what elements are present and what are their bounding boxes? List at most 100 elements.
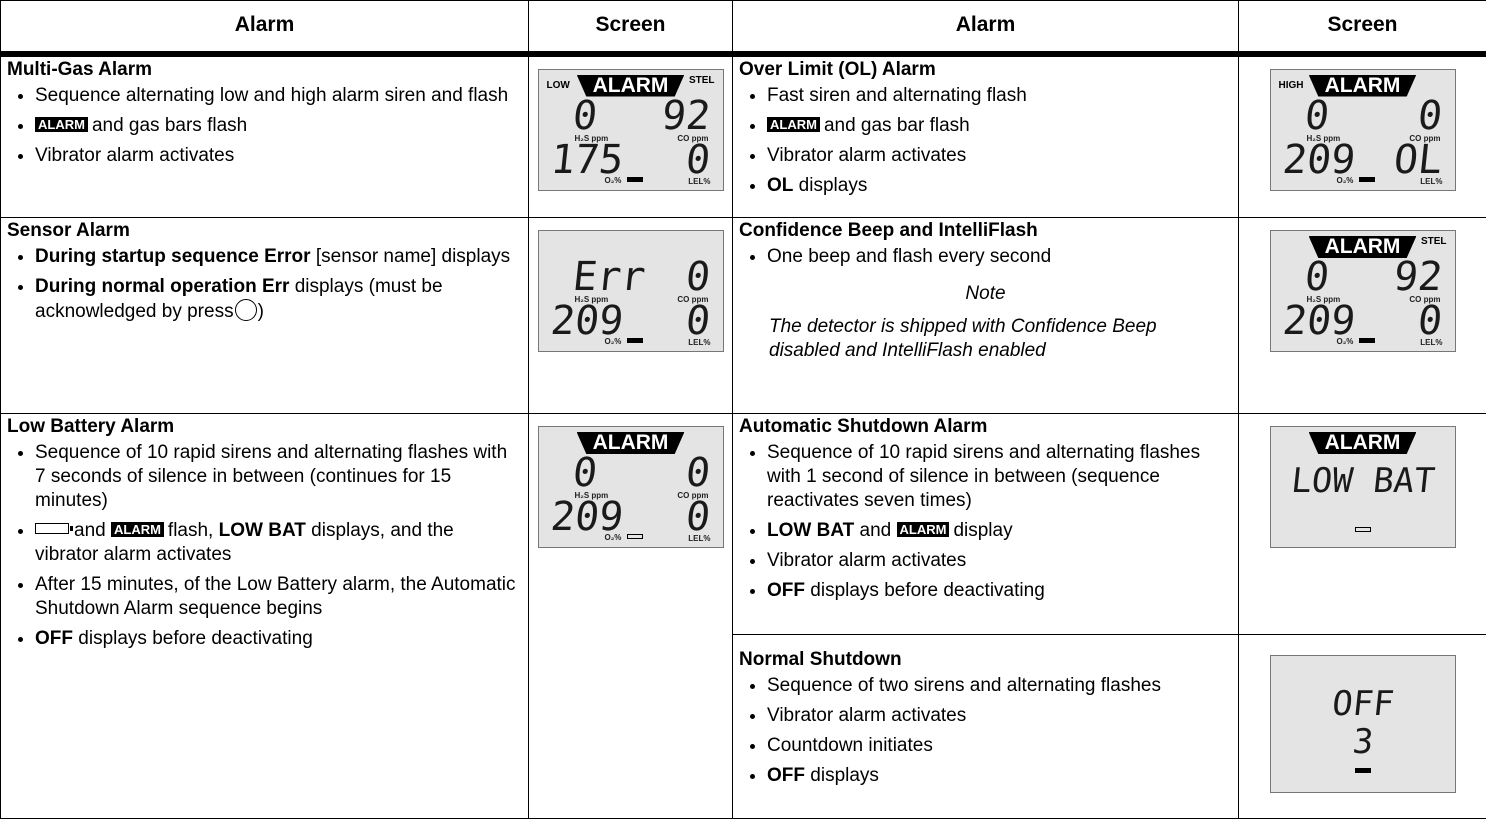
bullet (18, 529, 23, 534)
table-cell: Sensor Alarm During startup sequence Err… (0, 217, 529, 414)
bullet (750, 93, 755, 99)
text: Sequence of 10 rapid sirens and alternat… (767, 442, 1201, 511)
bullet (18, 583, 23, 588)
screen-cell: ALARM LOW BAT (1238, 413, 1486, 635)
bullet (18, 285, 23, 290)
lcd-indicator: LOW (546, 79, 570, 91)
bullet-list: Sequence of 10 rapid sirens and alternat… (739, 441, 1232, 603)
lcd-reading: 0 (1302, 254, 1332, 300)
lcd-alarm-banner: ALARM (576, 432, 685, 454)
table-cell: Low Battery Alarm Sequence of 10 rapid s… (0, 413, 529, 819)
lcd-label: CO ppm (677, 295, 709, 304)
button-icon (234, 299, 257, 321)
alarm-badge: ALARM (767, 116, 820, 132)
bullet-item: During normal operation Err displays (mu… (18, 275, 522, 324)
bullet-list: Sequence of 10 rapid sirens and alternat… (7, 441, 522, 651)
bullet (750, 774, 755, 779)
screen-cell: HIGH ALARM 0 0 209 OL H₂S ppm CO ppm O₂% LEL% (1238, 53, 1486, 218)
lcd-battery (1354, 768, 1371, 773)
bullet (18, 123, 23, 129)
text: Vibrator alarm activates (35, 144, 235, 166)
text: Fast siren and alternating flash (767, 84, 1027, 106)
bold-text: During startup sequence Error (35, 246, 311, 267)
lcd-alarm-banner: ALARM (576, 74, 685, 97)
bullet-item: OFF displays before deactivating (18, 627, 522, 651)
lcd-battery (1358, 176, 1375, 182)
text: displays before deactivating (78, 628, 313, 649)
bold-text: LOW BAT (218, 520, 306, 541)
lcd-reading: OL (1391, 136, 1445, 183)
lcd-reading: 0 (1302, 92, 1332, 139)
lcd-label: O₂% (604, 337, 622, 346)
bullet (18, 153, 23, 159)
lcd-label: CO ppm (1409, 133, 1441, 143)
lcd-reading: 92 (1391, 254, 1445, 300)
lcd-label: CO ppm (677, 133, 709, 143)
bullet-item: OL displays (750, 174, 1232, 198)
lcd-label: LEL% (688, 338, 711, 347)
alarm-badge: ALARM (110, 522, 164, 537)
column-header: Screen (1238, 0, 1486, 57)
bullet (750, 123, 755, 129)
bullet (750, 714, 755, 719)
lcd-reading: 0 (683, 136, 713, 183)
alarm-title: Sensor Alarm (7, 220, 130, 241)
lcd-screen: LOW ALARM STEL 0 92 175 0 H₂S ppm CO ppm O₂% LEL% (537, 68, 724, 191)
lcd-label: LEL% (1420, 176, 1443, 186)
lcd-text: OFF (1329, 684, 1396, 724)
bullet-item: Sequence alternating low and high alarm … (18, 84, 522, 108)
bullet-item: One beep and flash every second (750, 245, 1232, 269)
text: display (953, 520, 1013, 541)
lcd-battery (626, 534, 643, 539)
text: displays, and the vibrator alarm activat… (35, 520, 454, 565)
bullet-item: OFF displays before deactivating (750, 579, 1232, 603)
bullet (750, 153, 755, 159)
lcd-screen: ALARM STEL 0 92 209 0 H₂S ppm CO ppm O₂% LEL% (1269, 230, 1456, 352)
lcd-reading: 0 (683, 494, 713, 540)
bullet-list: Sequence of two sirens and alternating f… (739, 674, 1232, 788)
bullet (750, 183, 755, 189)
lcd-indicator: STEL (1420, 236, 1447, 247)
bullet-item: Fast siren and alternating flash (750, 84, 1232, 108)
bullet (750, 559, 755, 564)
lcd-reading: 0 (570, 450, 600, 496)
alarm-badge: ALARM (35, 116, 88, 132)
table-cell: Automatic Shutdown Alarm Sequence of 10 … (732, 413, 1239, 635)
lcd-reading: 209 (548, 494, 626, 540)
column-header: Alarm (0, 0, 529, 57)
bullet (750, 255, 755, 260)
lcd-battery (1358, 338, 1375, 343)
bullet-item: Vibrator alarm activates (18, 144, 522, 168)
text: and gas bar flash (823, 114, 970, 136)
lcd-reading: 92 (659, 92, 713, 139)
lcd-label: H₂S ppm (574, 491, 609, 500)
text: and gas bars flash (91, 114, 248, 136)
bullet-item: Countdown initiates (750, 734, 1232, 758)
column-header: Alarm (732, 0, 1239, 57)
lcd-alarm-banner: ALARM (1308, 432, 1417, 454)
lcd-battery (1354, 527, 1371, 532)
bullet-item: After 15 minutes, of the Low Battery ala… (18, 573, 522, 621)
alarm-title: Multi-Gas Alarm (7, 58, 152, 80)
bullet-item: Vibrator alarm activates (750, 549, 1232, 573)
text: Sequence of two sirens and alternating f… (767, 675, 1161, 696)
battery-icon (35, 523, 73, 534)
text: displays (must be acknowledged by press (35, 276, 443, 322)
bullet-item: Sequence of 10 rapid sirens and alternat… (750, 441, 1232, 513)
table-row: Normal Shutdown Sequence of two sirens a… (1, 634, 1486, 819)
bullet-item: Vibrator alarm activates (750, 704, 1232, 728)
alarm-title: Normal Shutdown (739, 649, 902, 670)
lcd-battery (626, 338, 643, 343)
lcd-screen: OFF 3 (1269, 655, 1456, 793)
text: displays (798, 174, 868, 196)
bold-text: OFF (35, 628, 73, 649)
note-heading: Note (965, 283, 1006, 304)
lcd-screen: ALARM LOW BAT (1269, 426, 1456, 548)
text: ) (257, 301, 264, 322)
bullet-list: During startup sequence Error [sensor na… (7, 245, 522, 324)
text: Vibrator alarm activates (767, 550, 967, 571)
text: Countdown initiates (767, 735, 933, 756)
bullet-item: ALARM and gas bars flash (18, 114, 522, 138)
